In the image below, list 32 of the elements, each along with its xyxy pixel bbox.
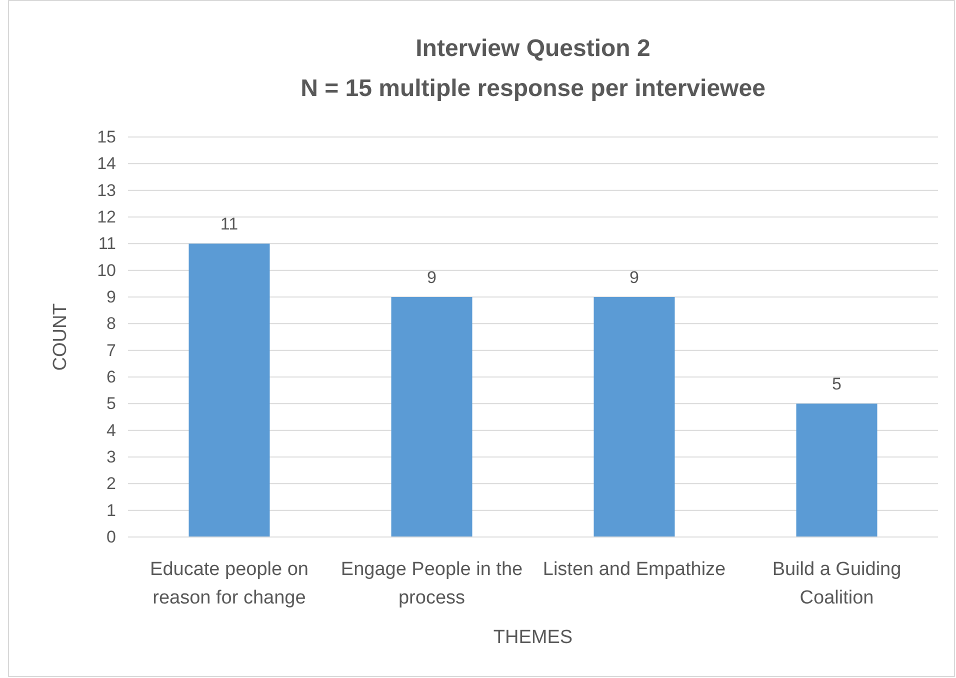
data-label: 9: [630, 268, 639, 287]
y-tick-label: 3: [106, 447, 116, 466]
data-label: 5: [832, 374, 842, 394]
x-axis-title: THEMES: [493, 627, 573, 648]
y-tick-label: 1: [106, 500, 116, 520]
x-tick-label: Listen and Empathize: [542, 559, 726, 580]
y-tick-label: 13: [97, 180, 116, 200]
y-tick-label: 9: [106, 287, 116, 306]
bar: [188, 244, 270, 537]
y-tick-label: 15: [97, 127, 116, 146]
x-tick-label: Engage People in the process: [340, 559, 523, 608]
y-tick-label: 14: [97, 154, 116, 174]
x-tick-label: Educate people on reason for change: [150, 559, 308, 608]
bar: [594, 297, 675, 537]
y-tick-label: 4: [106, 420, 116, 440]
bar: [796, 404, 878, 537]
y-tick-label: 7: [106, 340, 116, 360]
y-tick-label: 12: [97, 207, 116, 226]
chart-subtitle: N = 15 multiple response per interviewee: [300, 75, 766, 102]
y-axis-title: COUNT: [50, 302, 71, 371]
data-label: 9: [427, 268, 436, 287]
y-tick-label: 0: [106, 527, 116, 546]
chart-title: Interview Question 2: [416, 35, 650, 62]
x-tick-label: Build a Guiding Coalition: [772, 559, 902, 608]
y-tick-label: 8: [106, 314, 116, 334]
data-label: 11: [220, 214, 238, 234]
y-tick-label: 5: [106, 394, 116, 414]
y-tick-label: 11: [98, 234, 116, 254]
y-tick-label: 10: [97, 260, 116, 280]
bar: [391, 297, 472, 537]
y-tick-label: 6: [106, 367, 116, 386]
y-tick-label: 2: [106, 474, 116, 494]
